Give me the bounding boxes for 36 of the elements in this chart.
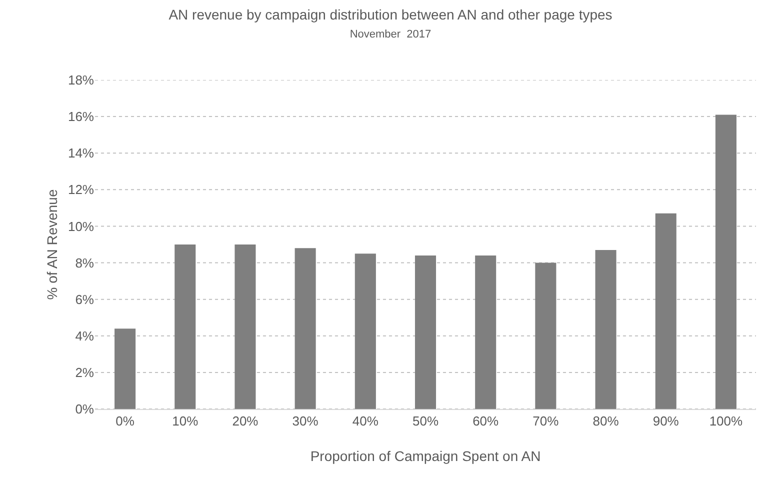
bar <box>294 248 316 409</box>
x-tick-label: 100% <box>709 414 744 429</box>
x-tick-label: 80% <box>592 414 620 429</box>
bar <box>535 262 556 409</box>
y-tick-label: 18% <box>68 72 94 88</box>
bar <box>655 213 676 409</box>
x-axis-title: Proportion of Campaign Spent on AN <box>310 448 541 464</box>
bar <box>174 244 196 409</box>
y-tick-label: 8% <box>75 255 94 270</box>
y-tick-label: 12% <box>68 182 94 198</box>
y-tick-label: 2% <box>75 364 94 380</box>
bar <box>595 250 616 409</box>
y-tick-label: 6% <box>75 292 94 307</box>
x-tick-label: 60% <box>472 414 500 429</box>
x-tick-label: 20% <box>232 414 259 429</box>
y-axis-title: % of AN Revenue <box>44 189 60 300</box>
x-tick-label: 40% <box>352 414 379 429</box>
chart-subtitle: November 2017 <box>350 28 432 41</box>
x-tick-label: 90% <box>652 414 680 429</box>
x-tick-label: 50% <box>412 414 439 429</box>
x-tick-label: 30% <box>292 414 319 429</box>
y-tick-label: 14% <box>68 146 94 161</box>
y-tick-label: 4% <box>75 328 94 344</box>
y-tick-label: 10% <box>68 218 94 234</box>
x-tick-label: 0% <box>116 414 135 429</box>
bar <box>715 114 736 409</box>
bar <box>354 254 376 409</box>
bar <box>114 328 136 409</box>
bar <box>234 244 256 409</box>
chart-title: AN revenue by campaign distribution between AN and other page types <box>168 6 612 22</box>
x-tick-label: 70% <box>532 414 560 429</box>
y-tick-label: 0% <box>75 402 94 417</box>
bar <box>475 255 496 409</box>
x-tick-label: 10% <box>172 414 199 429</box>
bar <box>414 255 436 409</box>
y-tick-label: 16% <box>68 109 94 124</box>
